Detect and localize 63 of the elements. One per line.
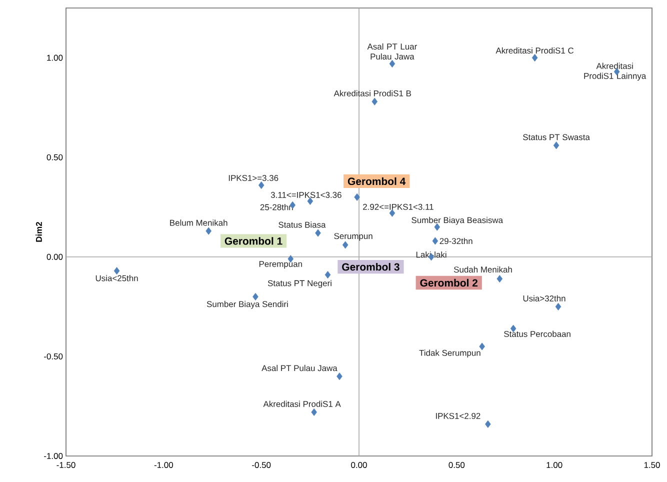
annotation: Akreditasi ProdiS1 C bbox=[496, 47, 574, 54]
point bbox=[434, 223, 440, 231]
x-tick-label: -1.00 bbox=[154, 462, 173, 468]
annotation: Serumpun bbox=[334, 233, 372, 241]
x-tick-label: -1.50 bbox=[56, 462, 76, 468]
annotation: Belum Menikah bbox=[170, 220, 228, 226]
point bbox=[432, 237, 438, 245]
annotation: Tidak Serumpun bbox=[419, 350, 480, 358]
y-tick-label: -0.50 bbox=[44, 353, 63, 360]
point bbox=[354, 193, 360, 201]
y-tick-label: 1.00 bbox=[47, 54, 63, 61]
annotation: IPKS1<2.92 bbox=[436, 412, 480, 419]
annotation: 2.92<=IPKS1<3.11 bbox=[363, 204, 434, 210]
x-tick-label: 1.00 bbox=[546, 462, 562, 468]
point bbox=[372, 98, 378, 106]
annotation: IPKS1>=3.36 bbox=[228, 175, 278, 181]
point bbox=[532, 54, 538, 62]
annotation: Sudah Menikah bbox=[454, 266, 512, 273]
point bbox=[206, 227, 212, 235]
annotation: Perempuan bbox=[259, 261, 302, 269]
point bbox=[114, 267, 120, 275]
annotation: Akreditasi ProdiS1 A bbox=[263, 400, 341, 407]
annotation: Laki-laki bbox=[416, 251, 446, 258]
annotation: Usia<25thn bbox=[96, 275, 138, 282]
y-axis-title: Dim2 bbox=[36, 222, 42, 242]
x-tick-label: -0.50 bbox=[252, 462, 271, 468]
point bbox=[496, 274, 503, 283]
point bbox=[336, 372, 342, 380]
y-tick-label: 0.00 bbox=[46, 254, 63, 260]
x-tick-label: 0.00 bbox=[351, 462, 367, 468]
x-tick-label: 1.50 bbox=[644, 462, 660, 468]
point bbox=[324, 271, 331, 279]
point bbox=[258, 181, 264, 189]
annotation: Asal PT Pulau Jawa bbox=[262, 364, 338, 372]
annotation: 25-28thn bbox=[260, 204, 293, 210]
annotation: 3.11<=IPKS1<3.36 bbox=[270, 192, 342, 198]
point bbox=[389, 60, 396, 68]
annotation: Sumber Biaya Sendiri bbox=[206, 300, 288, 309]
annotation: Gerombol 3 bbox=[342, 262, 400, 271]
point bbox=[555, 302, 562, 310]
x-tick-label: 0.50 bbox=[448, 462, 465, 468]
y-tick-label: 0.50 bbox=[46, 154, 63, 160]
annotation: Gerombol 2 bbox=[420, 278, 478, 287]
point bbox=[311, 408, 317, 416]
annotation: Asal PT Luar Pulau Jawa bbox=[367, 43, 417, 60]
annotation: Status Biasa bbox=[278, 222, 326, 228]
annotation: Status Percobaan bbox=[504, 330, 570, 337]
annotation: Akreditasi ProdiS1 B bbox=[334, 90, 411, 96]
point bbox=[479, 342, 485, 350]
y-tick-label: -1.00 bbox=[44, 452, 63, 459]
point bbox=[315, 229, 321, 237]
annotation: Sumber Biaya Beasiswa bbox=[412, 216, 504, 225]
point bbox=[553, 142, 560, 150]
annotation: Status PT Swasta bbox=[523, 134, 590, 140]
point bbox=[485, 420, 491, 428]
annotation: Status PT Negeri bbox=[268, 280, 332, 288]
point bbox=[342, 241, 348, 249]
annotation: Usia>32thn bbox=[523, 295, 566, 302]
annotation: Gerombol 4 bbox=[348, 177, 406, 186]
annotation: Akreditasi ProdiS1 Lainnya bbox=[584, 62, 646, 81]
point bbox=[252, 292, 258, 300]
annotation: 29-32thn bbox=[440, 238, 472, 244]
annotation: Gerombol 1 bbox=[224, 237, 282, 245]
